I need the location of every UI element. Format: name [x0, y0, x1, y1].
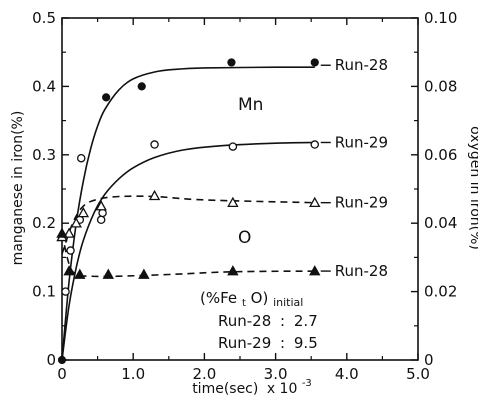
- initial-oxide-label: (%Fe t O) initial: [200, 289, 303, 310]
- left-y-tick-label: 0.3: [32, 146, 56, 164]
- o-label: O: [238, 228, 251, 248]
- data-point: [96, 215, 106, 225]
- x-tick-label: 0: [57, 365, 67, 383]
- x-tick-label: 5.0: [406, 365, 430, 383]
- initial-oxide-suffix: initial: [273, 296, 303, 309]
- right-y-tick-labels: 0 0.02 0.04 0.06 0.08 0.10: [424, 9, 457, 369]
- left-y-tick-label: 0: [46, 351, 56, 369]
- initial-value-run: Run-29: [218, 334, 271, 352]
- data-point: [227, 265, 239, 276]
- initial-value-number: 2.7: [294, 312, 318, 330]
- data-points: [56, 58, 321, 365]
- right-y-tick-label: 0.04: [424, 214, 457, 232]
- data-point: [102, 93, 111, 102]
- data-point: [309, 265, 321, 276]
- data-point: [310, 140, 320, 149]
- left-y-tick-labels: 0 0.1 0.2 0.3 0.4 0.5: [32, 9, 56, 369]
- series-curve: [61, 141, 315, 361]
- initial-value-run29: Run-29 : 9.5: [218, 334, 318, 352]
- initial-value-separator: :: [280, 334, 285, 352]
- x-axis-exponent: -3: [302, 378, 312, 389]
- right-y-tick-label: 0.08: [424, 77, 457, 95]
- initial-value-run: Run-28: [218, 312, 271, 330]
- x-tick-labels: 0 1.0 2.0 3.0 4.0 5.0: [57, 365, 430, 383]
- series-label: Run-29: [335, 133, 388, 151]
- initial-value-separator: :: [280, 312, 285, 330]
- series-label: Run-28: [335, 262, 388, 280]
- right-y-axis-title: oxygen in iron(%): [467, 126, 478, 250]
- right-y-tick-label: 0.02: [424, 283, 457, 301]
- right-y-tick-label: 0.06: [424, 146, 457, 164]
- right-y-tick-label: 0: [424, 351, 434, 369]
- data-point: [61, 287, 70, 296]
- data-point: [57, 355, 67, 365]
- initial-oxide-prefix: (%Fe: [200, 289, 237, 307]
- initial-value-run28: Run-28 : 2.7: [218, 312, 318, 330]
- series-labels: Run-28 Run-29 Run-29 Run-28: [320, 56, 388, 280]
- data-point: [228, 142, 238, 151]
- left-y-axis-title: manganese in iron(%): [10, 111, 26, 266]
- x-tick-label: 1.0: [121, 365, 145, 383]
- data-point: [227, 58, 236, 67]
- mn-label: Mn: [238, 95, 263, 115]
- data-point: [95, 200, 107, 211]
- data-point: [77, 207, 90, 218]
- data-point: [309, 196, 321, 208]
- left-y-tick-label: 0.5: [32, 9, 56, 27]
- data-point: [63, 227, 75, 238]
- data-point: [70, 217, 82, 228]
- data-point: [56, 227, 68, 238]
- series-label: Run-28: [335, 56, 388, 74]
- data-point: [74, 268, 86, 279]
- x-tick-label: 2.0: [192, 365, 216, 383]
- x-tick-label: 4.0: [335, 365, 359, 383]
- data-point: [138, 268, 150, 279]
- series-label: Run-29: [335, 194, 388, 212]
- initial-value-number: 9.5: [294, 334, 318, 352]
- initial-oxide-subscript: t: [242, 298, 246, 309]
- left-y-tick-label: 0.4: [32, 77, 56, 95]
- x-axis-label: time(sec): [192, 381, 258, 397]
- x-axis-title: time(sec) x 10 -3: [192, 378, 312, 397]
- initial-oxide-tail: O): [251, 289, 269, 307]
- data-point: [66, 246, 75, 255]
- right-y-tick-label: 0.10: [424, 9, 457, 27]
- data-point: [150, 140, 159, 149]
- data-point: [310, 58, 319, 67]
- data-point: [227, 196, 239, 208]
- x-tick-label: 3.0: [264, 365, 288, 383]
- x-axis-scale: x 10: [267, 381, 298, 397]
- left-y-tick-label: 0.1: [32, 283, 56, 301]
- left-y-tick-label: 0.2: [32, 214, 56, 232]
- data-point: [102, 268, 114, 279]
- data-point: [148, 189, 161, 201]
- data-point: [63, 265, 75, 276]
- data-point: [137, 82, 146, 91]
- series-curve: [61, 195, 315, 255]
- data-point: [76, 153, 86, 163]
